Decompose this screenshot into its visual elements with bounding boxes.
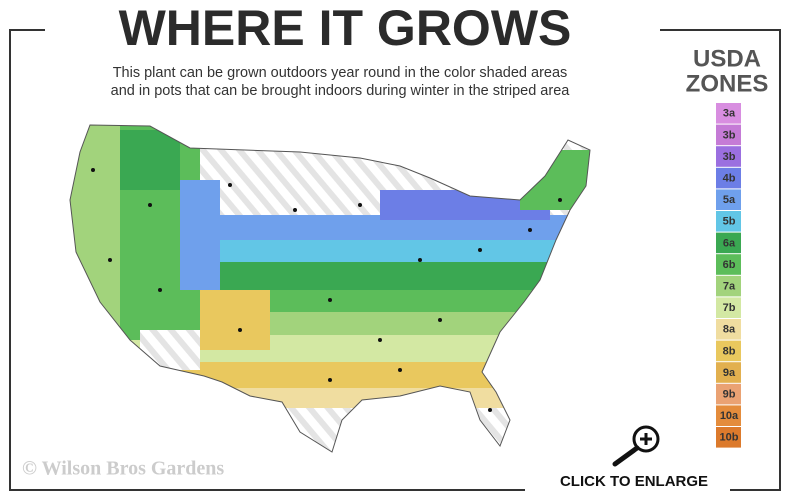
legend-swatch	[716, 232, 741, 254]
legend-swatch	[716, 254, 741, 275]
legend-swatch	[716, 405, 741, 426]
subtitle: This plant can be grown outdoors year ro…	[113, 65, 568, 81]
legend-swatch	[716, 103, 741, 124]
legend-label: 9a	[723, 367, 736, 379]
legend-swatch	[716, 362, 741, 383]
title: WHERE IT GROWS	[119, 0, 572, 56]
legend-label: 10a	[720, 410, 739, 422]
plus-icon	[640, 433, 652, 445]
magnifier-handle	[612, 445, 640, 467]
legend-swatch	[716, 146, 741, 167]
legend-swatch	[716, 167, 741, 189]
city-dots	[91, 168, 562, 412]
legend: 3a 3b 3b 4b 5a 5b 6a 6b 7a 7b 8a 8b 9a 9b 10a 10b	[716, 103, 741, 448]
legend-label: 3a	[723, 108, 736, 120]
legend-label: 6a	[723, 237, 736, 249]
legend-label: 4b	[723, 173, 736, 185]
legend-swatch	[716, 275, 741, 297]
legend-label: 8b	[723, 345, 736, 357]
watermark: © Wilson Bros Gardens	[22, 458, 224, 480]
legend-swatch	[716, 340, 741, 362]
legend-label: 6b	[723, 259, 736, 271]
legend-label: 5a	[723, 194, 736, 206]
subtitle: and in pots that can be brought indoors …	[111, 83, 571, 99]
legend-swatch	[716, 427, 741, 448]
legend-label: 8a	[723, 324, 736, 336]
frame	[9, 29, 781, 491]
legend-swatch	[716, 383, 741, 405]
button-label[interactable]: CLICK TO ENLARGE	[560, 473, 708, 490]
legend-swatch	[716, 189, 741, 210]
legend-title: USDA	[693, 45, 761, 72]
enlarge-button[interactable]: CLICK TO ENLARGE	[560, 425, 708, 490]
legend-swatch	[716, 124, 741, 146]
legend-label: 3b	[723, 151, 736, 163]
legend-label: 7b	[723, 302, 736, 314]
legend-title: ZONES	[686, 70, 769, 97]
zone-map	[70, 125, 590, 452]
legend-label: 3b	[723, 129, 736, 141]
legend-swatch	[716, 297, 741, 318]
legend-label: 9b	[723, 389, 736, 401]
legend-label: 10b	[720, 432, 739, 444]
legend-label: 5b	[723, 216, 736, 228]
legend-swatch	[716, 319, 741, 340]
legend-swatch	[716, 211, 741, 232]
map-outline	[69, 124, 591, 453]
legend-label: 7a	[723, 281, 736, 293]
